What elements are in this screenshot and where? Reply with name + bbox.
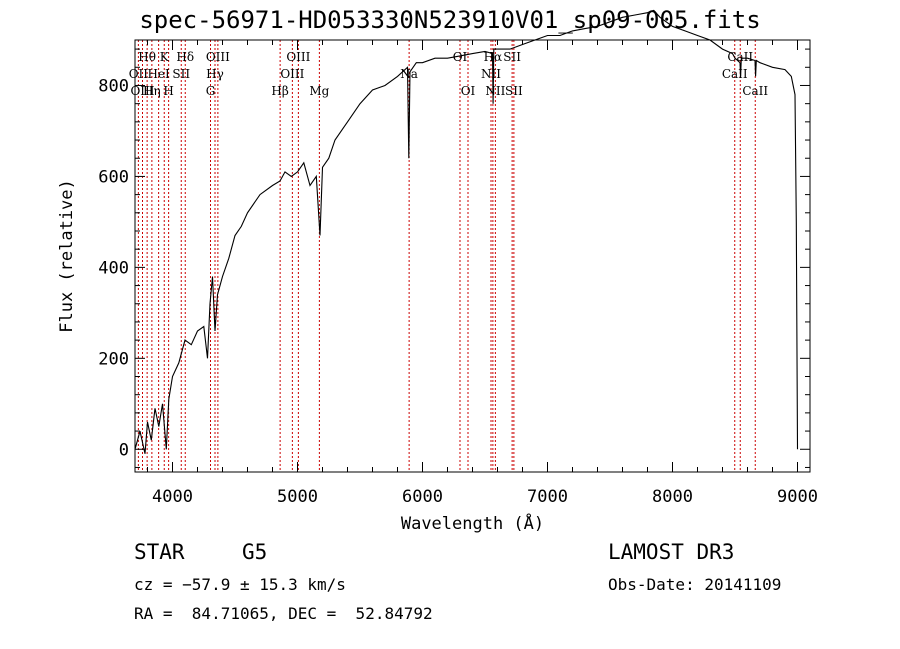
line-marker-label: CaII [742, 84, 768, 98]
x-tick-label: 6000 [402, 487, 443, 507]
line-marker-label: NII [485, 84, 505, 98]
line-marker-label: Hθ [138, 50, 156, 64]
line-marker-label: K [160, 50, 170, 64]
object-type: STAR [134, 540, 185, 564]
line-marker-label: SII [505, 84, 523, 98]
y-tick-label: 200 [98, 349, 129, 369]
line-marker-label: Hδ [176, 50, 194, 64]
line-marker-label: Na [400, 67, 418, 81]
line-marker-label: Mg [309, 84, 329, 98]
line-marker-label: OIII [130, 84, 154, 98]
coordinates: RA = 84.71065, DEC = 52.84792 [134, 604, 433, 623]
line-marker-label: H [163, 84, 173, 98]
line-marker-label: OII [129, 67, 149, 81]
line-marker-label: SII [503, 50, 521, 64]
chart-title: spec-56971-HD053330N523910V01_sp09-005.f… [139, 6, 761, 34]
line-marker-label: Hγ [206, 67, 224, 81]
line-marker-label: OI [461, 84, 476, 98]
y-tick-label: 600 [98, 167, 129, 187]
line-marker-label: SII [172, 67, 190, 81]
emission-line-markers [137, 40, 756, 472]
line-marker-label: G [206, 84, 216, 98]
emission-line-labels: Hθ OII OIII K HeI Hη Hδ SII H OIII Hγ G OIII OIII Hβ Mg… [129, 50, 769, 98]
x-tick-label: 8000 [652, 487, 693, 507]
x-axis-label: Wavelength (Å) [401, 512, 544, 534]
x-tick-label: 9000 [777, 487, 818, 507]
x-tick-label: 4000 [152, 487, 193, 507]
y-axis-ticks: 0 200 400 600 800 [98, 48, 810, 468]
spectrum-line [134, 9, 799, 454]
y-axis-label: Flux (relative) [57, 179, 77, 333]
line-marker-label: HeI [147, 67, 170, 81]
object-subclass: G5 [242, 540, 268, 564]
survey-name: LAMOST DR3 [608, 540, 735, 564]
x-axis-ticks: 4000 5000 6000 7000 8000 9000 [147, 40, 818, 507]
y-tick-label: 400 [98, 258, 129, 278]
line-marker-label: Hβ [271, 84, 288, 98]
redshift-velocity: cz = −57.9 ± 15.3 km/s [134, 575, 346, 594]
line-marker-label: OIII [286, 50, 310, 64]
line-marker-label: NII [481, 67, 501, 81]
line-marker-label: OIII [206, 50, 230, 64]
x-tick-label: 7000 [527, 487, 568, 507]
y-tick-label: 800 [98, 76, 129, 96]
plot-frame [134, 39, 811, 473]
x-tick-label: 5000 [277, 487, 318, 507]
y-tick-label: 0 [119, 440, 129, 460]
line-marker-label: CaII [722, 67, 748, 81]
line-marker-label: Hη [143, 84, 161, 98]
line-marker-label: OIII [280, 67, 304, 81]
line-marker-label: OI [453, 50, 468, 64]
observation-date: Obs-Date: 20141109 [608, 575, 782, 594]
line-marker-label: CaII [727, 50, 753, 64]
